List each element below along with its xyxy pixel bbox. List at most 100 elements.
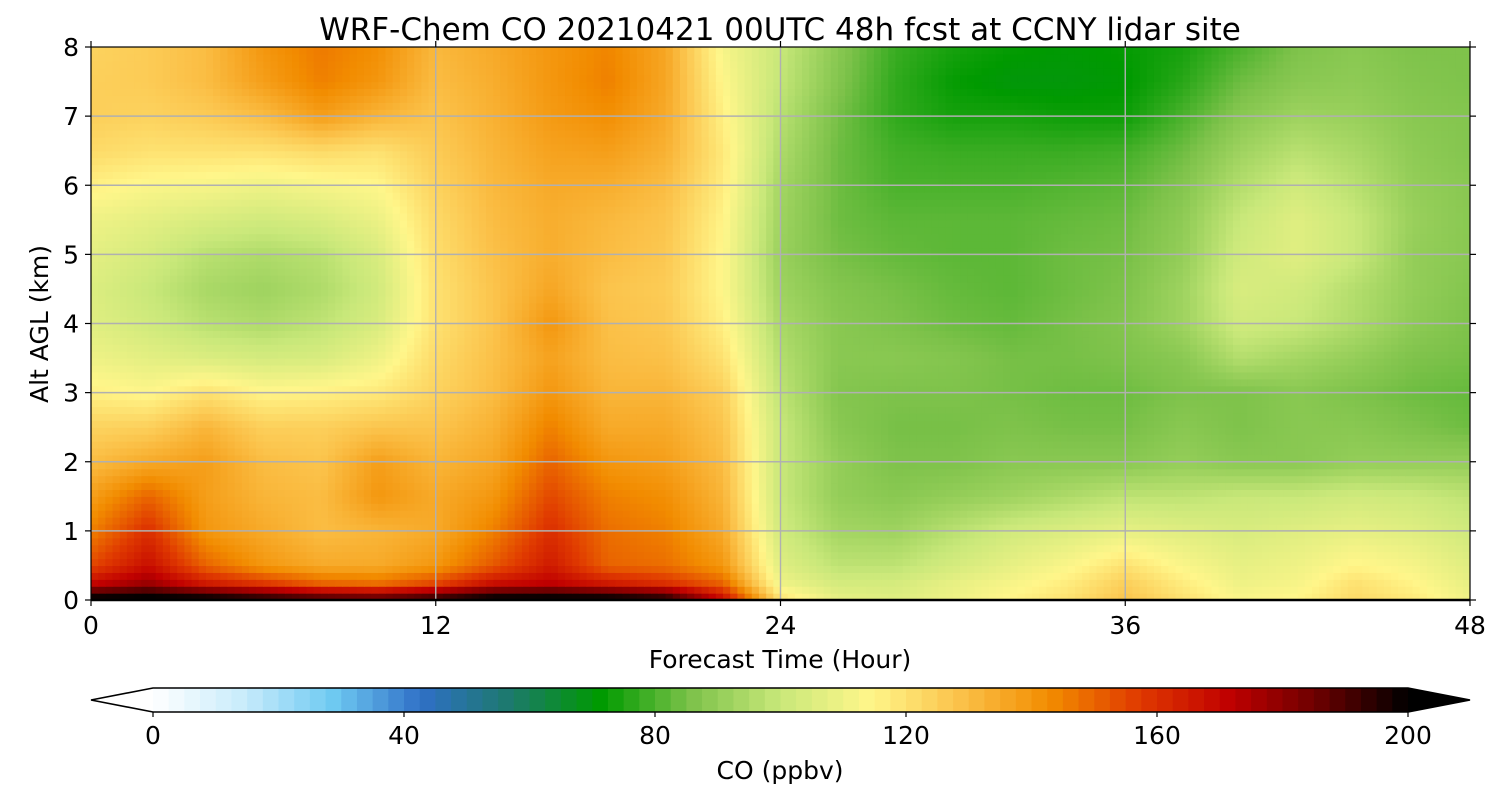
heatmap-cell <box>766 565 774 573</box>
heatmap-cell <box>392 558 401 567</box>
heatmap-cell <box>536 579 545 587</box>
heatmap-cell <box>292 551 300 560</box>
heatmap-cell <box>802 523 810 532</box>
heatmap-cell <box>1125 530 1134 539</box>
heatmap-cell <box>751 503 760 511</box>
heatmap-cell <box>1211 523 1220 532</box>
heatmap-cell <box>263 523 272 532</box>
heatmap-cell <box>320 496 329 504</box>
heatmap-cell <box>1304 558 1313 567</box>
heatmap-cell <box>328 475 336 484</box>
heatmap-cell <box>162 489 171 497</box>
heatmap-cell <box>1326 482 1335 490</box>
heatmap-cell <box>636 468 645 477</box>
heatmap-cell <box>428 461 437 470</box>
heatmap-cell <box>823 551 832 560</box>
heatmap-cell <box>1232 565 1241 573</box>
heatmap-cell <box>1398 441 1406 449</box>
heatmap-cell <box>299 593 308 600</box>
heatmap-cell <box>687 586 695 594</box>
heatmap-cell <box>1060 517 1069 525</box>
heatmap-cell <box>478 420 487 428</box>
heatmap-cell <box>1060 468 1069 477</box>
heatmap-cell <box>859 565 868 573</box>
heatmap-cell <box>1290 558 1299 567</box>
heatmap-cell <box>636 551 645 560</box>
heatmap-cell <box>421 558 430 567</box>
heatmap-cell <box>744 468 753 477</box>
heatmap-cell <box>1218 523 1227 532</box>
heatmap-cell <box>356 468 365 477</box>
heatmap-cell <box>852 427 861 435</box>
heatmap-cell <box>837 447 846 456</box>
heatmap-cell <box>1326 544 1335 553</box>
heatmap-cell <box>723 503 731 511</box>
heatmap-cell <box>141 475 150 484</box>
heatmap-cell <box>1039 489 1047 497</box>
heatmap-cell <box>600 530 609 539</box>
heatmap-cell <box>1024 586 1033 594</box>
heatmap-cell <box>1376 572 1385 580</box>
heatmap-cell <box>881 517 889 525</box>
heatmap-cell <box>1283 586 1292 594</box>
heatmap-cell <box>363 482 372 490</box>
heatmap-cell <box>672 572 681 580</box>
heatmap-cell <box>1376 461 1385 470</box>
heatmap-cell <box>493 558 501 567</box>
heatmap-cell <box>931 537 940 546</box>
heatmap-cell <box>198 523 207 532</box>
heatmap-cell <box>1240 565 1248 573</box>
heatmap-cell <box>299 579 308 587</box>
heatmap-cell <box>356 510 365 518</box>
heatmap-cell <box>924 523 932 532</box>
heatmap-cell <box>349 510 358 518</box>
heatmap-cell <box>428 523 437 532</box>
heatmap-cell <box>557 447 566 456</box>
heatmap-cell <box>1010 441 1019 449</box>
heatmap-cell <box>895 572 904 580</box>
heatmap-cell <box>644 489 652 497</box>
heatmap-cell <box>1390 447 1399 456</box>
heatmap-cell <box>615 482 624 490</box>
heatmap-cell <box>888 565 897 573</box>
heatmap-cell <box>536 593 545 600</box>
heatmap-cell <box>306 537 315 546</box>
heatmap-cell <box>909 565 918 573</box>
heatmap-cell <box>284 489 293 497</box>
heatmap-cell <box>407 420 415 428</box>
heatmap-cell <box>1362 475 1371 484</box>
heatmap-cell <box>1089 454 1098 463</box>
heatmap-cell <box>256 434 264 442</box>
heatmap-cell <box>1161 503 1169 511</box>
heatmap-cell <box>1067 523 1076 532</box>
heatmap-cell <box>442 461 451 470</box>
heatmap-cell <box>464 558 473 567</box>
heatmap-cell <box>931 572 940 580</box>
heatmap-cell <box>134 434 142 442</box>
heatmap-cell <box>1067 558 1076 567</box>
heatmap-cell <box>1383 510 1392 518</box>
heatmap-cell <box>514 572 523 580</box>
heatmap-cell <box>112 510 121 518</box>
heatmap-cell <box>249 551 257 560</box>
heatmap-cell <box>1376 593 1385 600</box>
heatmap-cell <box>328 558 336 567</box>
heatmap-cell <box>363 454 372 463</box>
heatmap-cell <box>1240 551 1248 560</box>
heatmap-cell <box>1268 579 1277 587</box>
heatmap-cell <box>1110 586 1119 594</box>
heatmap-cell <box>213 468 221 477</box>
heatmap-cell <box>536 517 545 525</box>
heatmap-cell <box>924 447 932 456</box>
heatmap-cell <box>1455 496 1464 504</box>
heatmap-cell <box>895 544 904 553</box>
heatmap-cell <box>859 468 868 477</box>
heatmap-cell <box>1390 523 1399 532</box>
heatmap-cell <box>1448 496 1457 504</box>
heatmap-cell <box>1276 586 1284 594</box>
heatmap-cell <box>1240 572 1248 580</box>
heatmap-cell <box>909 496 918 504</box>
heatmap-cell <box>148 454 157 463</box>
heatmap-cell <box>837 441 846 449</box>
heatmap-cell <box>608 558 616 567</box>
